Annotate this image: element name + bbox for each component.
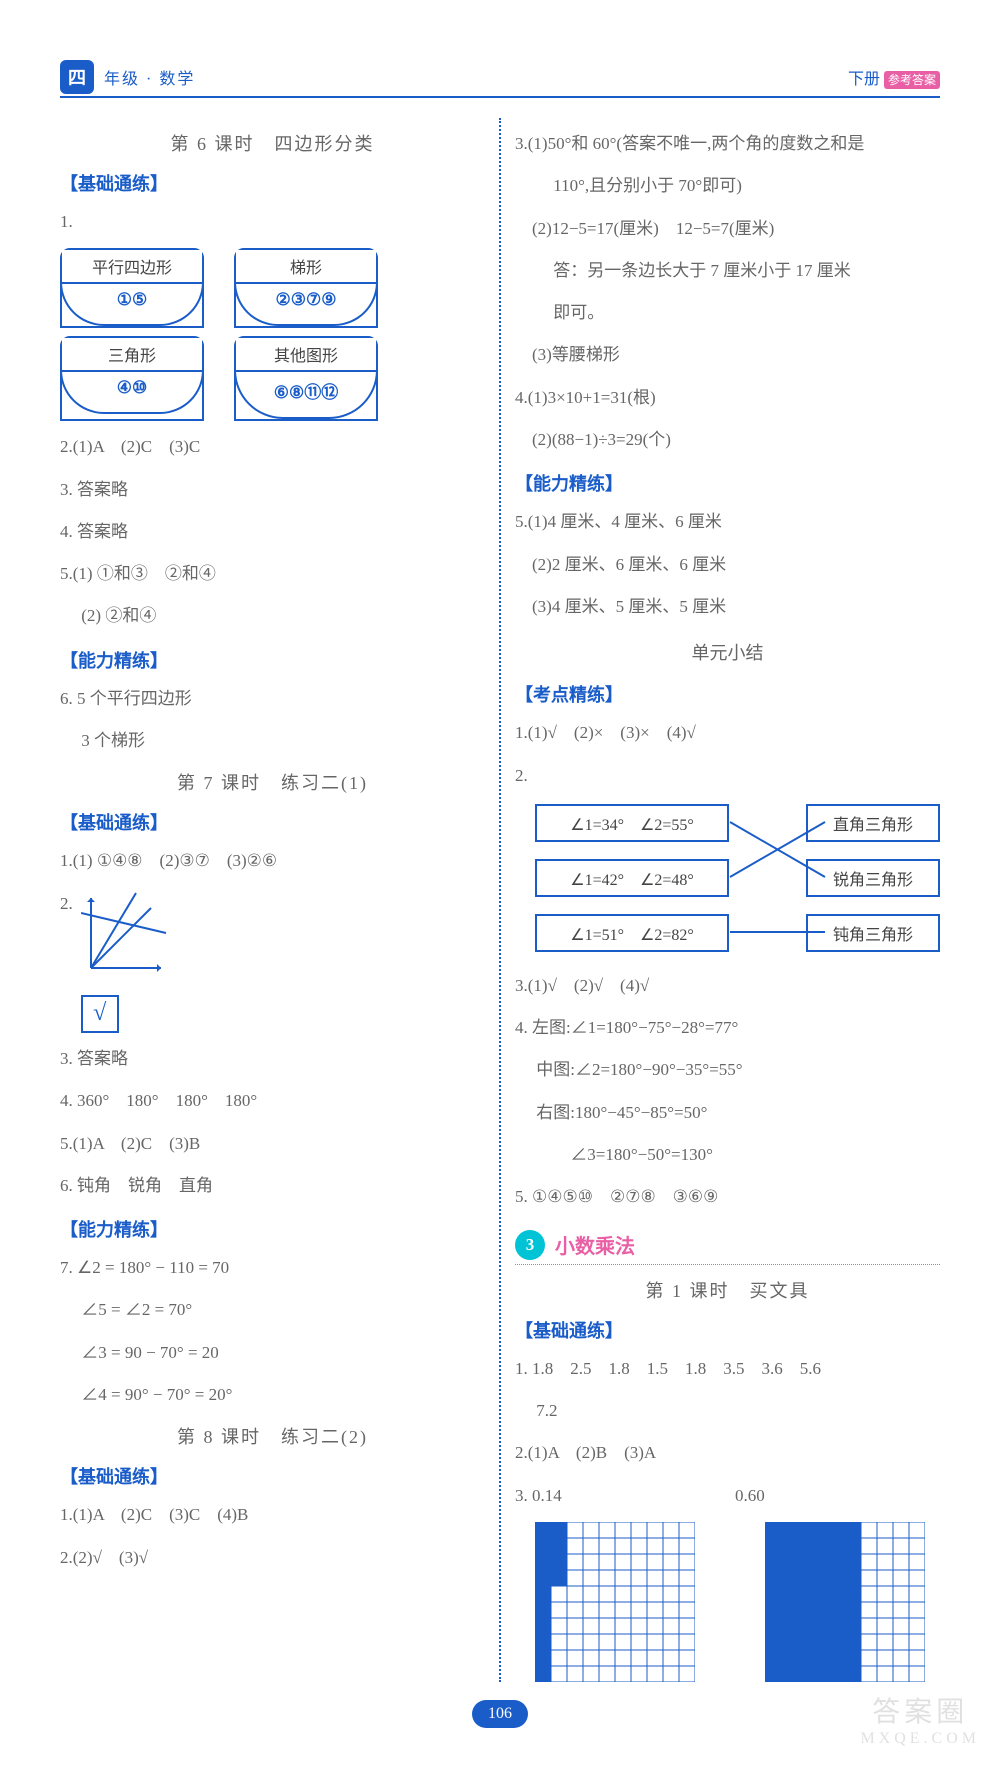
set-label: 梯形	[236, 250, 376, 284]
lesson1-title: 第 1 课时 买文具	[515, 1277, 940, 1303]
r5c-line: (3)4 厘米、5 厘米、5 厘米	[515, 591, 940, 623]
angle-figure: √	[81, 888, 171, 1033]
e4c-line: 右图:180°−45°−85°=50°	[515, 1097, 940, 1129]
basic-label-r: 【基础通练】	[515, 1317, 940, 1343]
l7q3-line: 3. 答案略	[60, 1043, 485, 1075]
l7q6-line: 6. 钝角 锐角 直角	[60, 1170, 485, 1202]
e2-num: 2.	[515, 760, 940, 792]
watermark-top: 答案圈	[860, 1690, 980, 1730]
set-label: 其他图形	[236, 338, 376, 372]
r3f-line: (3)等腰梯形	[515, 339, 940, 371]
set-box-other: 其他图形 ⑥⑧⑪⑫	[234, 336, 378, 421]
q6a-line: 6. 5 个平行四边形	[60, 683, 485, 715]
set-values: ①⑤	[60, 282, 204, 326]
set-values: ②③⑦⑨	[234, 282, 378, 326]
header-subject: 年级 · 数学	[104, 65, 195, 89]
q5a-line: 5.(1) ①和③ ②和④	[60, 558, 485, 590]
q4-line: 4. 答案略	[60, 516, 485, 548]
grid-1	[535, 1522, 695, 1682]
set-label: 三角形	[62, 338, 202, 372]
lesson6-title: 第 6 课时 四边形分类	[60, 130, 485, 156]
l7q2-num: 2.	[60, 888, 73, 920]
l7q5-line: 5.(1)A (2)C (3)B	[60, 1128, 485, 1160]
matching-diagram: ∠1=34° ∠2=55° ∠1=42° ∠2=48° ∠1=51° ∠2=82…	[535, 804, 940, 954]
unit-summary-title: 单元小结	[515, 639, 940, 665]
right-column: 3.(1)50°和 60°(答案不唯一,两个角的度数之和是 110°,且分别小于…	[505, 118, 940, 1682]
chapter-number-badge: 3	[515, 1230, 545, 1260]
r4b-line: (2)(88−1)÷3=29(个)	[515, 424, 940, 456]
column-divider	[499, 118, 501, 1682]
set-label: 平行四边形	[62, 250, 202, 284]
left-column: 第 6 课时 四边形分类 【基础通练】 1. 平行四边形 ①⑤ 梯形 ②③⑦⑨ …	[60, 118, 495, 1682]
basic-label: 【基础通练】	[60, 170, 485, 196]
set-row-2: 三角形 ④⑩ 其他图形 ⑥⑧⑪⑫	[60, 336, 485, 421]
c3-row: 3. 0.14 0.60	[515, 1480, 940, 1512]
set-values: ④⑩	[60, 370, 204, 414]
header-right: 下册 参考答案	[848, 65, 940, 89]
q1-number: 1.	[60, 206, 485, 238]
r3a-line: 3.(1)50°和 60°(答案不唯一,两个角的度数之和是	[515, 128, 940, 160]
set-row-1: 平行四边形 ①⑤ 梯形 ②③⑦⑨	[60, 248, 485, 328]
grade-badge: 四	[60, 60, 94, 94]
e4d-line: ∠3=180°−50°=130°	[515, 1139, 940, 1171]
ability-label-r: 【能力精练】	[515, 470, 940, 496]
ability-label-2: 【能力精练】	[60, 1216, 485, 1242]
r3c-line: (2)12−5=17(厘米) 12−5=7(厘米)	[515, 213, 940, 245]
grid1-svg	[535, 1522, 695, 1682]
chapter-header: 3 小数乘法	[515, 1230, 940, 1265]
l7q7a-line: 7. ∠2 = 180° − 110 = 70	[60, 1252, 485, 1284]
page-header: 四 年级 · 数学 下册 参考答案	[60, 60, 940, 98]
exam-label: 【考点精练】	[515, 681, 940, 707]
l8q1-line: 1.(1)A (2)C (3)C (4)B	[60, 1499, 485, 1531]
l8q2-line: 2.(2)√ (3)√	[60, 1542, 485, 1574]
l7q1-line: 1.(1) ①④⑧ (2)③⑦ (3)②⑥	[60, 845, 485, 877]
match-lines-svg	[535, 804, 940, 954]
watermark: 答案圈 MXQE.COM	[860, 1690, 980, 1748]
r3e-line: 即可。	[515, 297, 940, 329]
set-box-trapezoid: 梯形 ②③⑦⑨	[234, 248, 378, 328]
e4b-line: 中图:∠2=180°−90°−35°=55°	[515, 1054, 940, 1086]
basic-label-2: 【基础通练】	[60, 809, 485, 835]
l7q7b-line: ∠5 = ∠2 = 70°	[60, 1294, 485, 1326]
lesson8-title: 第 8 课时 练习二(2)	[60, 1423, 485, 1449]
answer-badge: 参考答案	[884, 71, 940, 89]
set-values: ⑥⑧⑪⑫	[234, 370, 378, 419]
c3a-value: 3. 0.14	[515, 1480, 735, 1512]
e1-line: 1.(1)√ (2)× (3)× (4)√	[515, 717, 940, 749]
basic-label-3: 【基础通练】	[60, 1463, 485, 1489]
r3d-line: 答：另一条边长大于 7 厘米小于 17 厘米	[515, 255, 940, 287]
q2-line: 2.(1)A (2)C (3)C	[60, 431, 485, 463]
grids-row	[535, 1522, 940, 1682]
ability-label: 【能力精练】	[60, 647, 485, 673]
q3-line: 3. 答案略	[60, 474, 485, 506]
c3b-value: 0.60	[735, 1480, 765, 1512]
grid2-svg	[765, 1522, 925, 1682]
e4a-line: 4. 左图:∠1=180°−75°−28°=77°	[515, 1012, 940, 1044]
l7q7c-line: ∠3 = 90 − 70° = 20	[60, 1337, 485, 1369]
volume-label: 下册	[848, 71, 880, 88]
c2-line: 2.(1)A (2)B (3)A	[515, 1437, 940, 1469]
l7q4-line: 4. 360° 180° 180° 180°	[60, 1085, 485, 1117]
lesson7-title: 第 7 课时 练习二(1)	[60, 769, 485, 795]
l7q7d-line: ∠4 = 90° − 70° = 20°	[60, 1379, 485, 1411]
r4a-line: 4.(1)3×10+1=31(根)	[515, 382, 940, 414]
set-box-parallelogram: 平行四边形 ①⑤	[60, 248, 204, 328]
c1b-line: 7.2	[515, 1395, 940, 1427]
l7q2-row: 2. √	[60, 888, 485, 1033]
angle-icon	[81, 888, 171, 978]
r5b-line: (2)2 厘米、6 厘米、6 厘米	[515, 549, 940, 581]
page-number: 106	[472, 1700, 528, 1728]
watermark-bottom: MXQE.COM	[860, 1730, 980, 1748]
e3-line: 3.(1)√ (2)√ (4)√	[515, 970, 940, 1002]
set-box-triangle: 三角形 ④⑩	[60, 336, 204, 421]
r3b-line: 110°,且分别小于 70°即可)	[515, 170, 940, 202]
c1a-line: 1. 1.8 2.5 1.8 1.5 1.8 3.5 3.6 5.6	[515, 1353, 940, 1385]
grid-2	[765, 1522, 925, 1682]
checkmark-box: √	[81, 995, 119, 1033]
chapter-name: 小数乘法	[555, 1230, 635, 1259]
q5b-line: (2) ②和④	[60, 600, 485, 632]
e5-line: 5. ①④⑤⑩ ②⑦⑧ ③⑥⑨	[515, 1181, 940, 1213]
q6b-line: 3 个梯形	[60, 725, 485, 757]
r5a-line: 5.(1)4 厘米、4 厘米、6 厘米	[515, 506, 940, 538]
